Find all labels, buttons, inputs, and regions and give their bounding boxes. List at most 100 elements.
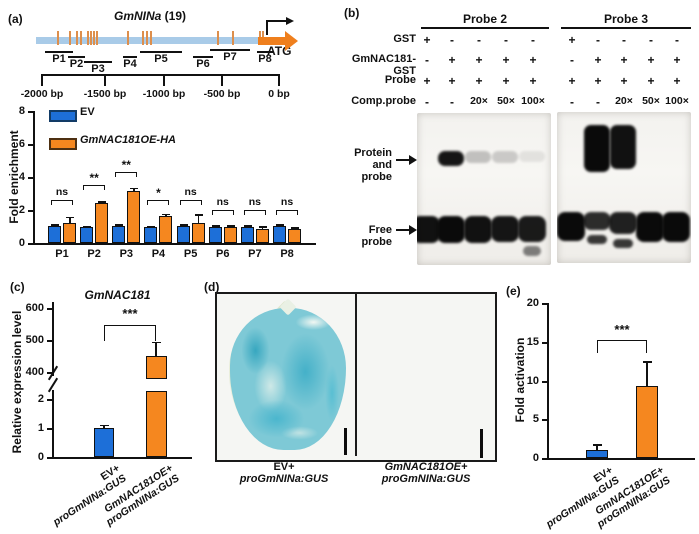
scale-tick-label: -2000 bp	[20, 88, 64, 100]
error-bar	[155, 341, 157, 356]
scale-tick-label: -1000 bp	[142, 88, 186, 100]
transcription-arrow-top	[266, 20, 287, 22]
shifted-band	[519, 151, 545, 162]
y-tick	[542, 380, 547, 383]
y-axis-title: Fold enrichment	[7, 130, 21, 224]
lane-value: -	[596, 95, 600, 109]
y-tick-label: 1	[37, 422, 44, 434]
sig-label: ns	[248, 196, 262, 208]
lane-value: -	[570, 53, 574, 67]
gus-staining-photo-box	[215, 292, 497, 462]
sig-bracket	[597, 340, 647, 353]
panel-e-label: (e)	[506, 284, 521, 298]
region-line-p5	[140, 51, 182, 53]
genome-bar	[36, 37, 262, 44]
bar-gmnac181oe-lower	[146, 391, 167, 457]
error-bar	[596, 444, 598, 451]
error-bar	[133, 187, 135, 192]
annotation-line-1: Free probe	[361, 224, 392, 248]
lane-value: +	[620, 74, 628, 88]
scale-line	[41, 74, 278, 76]
panel-b-label: (b)	[344, 6, 360, 20]
x-axis	[52, 457, 192, 459]
shifted-band-arrow-head	[409, 155, 417, 165]
y-tick	[47, 372, 52, 374]
sig-label: *	[156, 186, 161, 201]
binding-site-tick	[127, 31, 129, 45]
gel-blot-1	[417, 113, 551, 265]
binding-site-tick	[93, 31, 95, 45]
y-axis-lower	[52, 390, 54, 459]
gene-title: GmNINa (19)	[90, 9, 210, 23]
y-axis	[547, 303, 549, 460]
bar-gmnac181oe-ha-p4	[159, 215, 173, 243]
sig-label: ns	[55, 186, 69, 199]
leaf-caption-gmnac181oe: GmNAC181OE+ proGmNINa:GUS	[352, 461, 500, 485]
error-bar-cap	[179, 224, 188, 226]
shifted-band-arrow	[396, 159, 410, 161]
binding-site-tick	[217, 31, 219, 45]
gel-blot-2	[557, 112, 691, 263]
gel-row-label: Comp.probe	[351, 95, 416, 107]
y-tick	[542, 419, 547, 422]
lane-value: +	[502, 74, 510, 88]
probe-group-title: Probe 2	[462, 12, 507, 26]
x-tick-label: P1	[55, 248, 69, 260]
sig-label: **	[121, 158, 131, 173]
bar-gmnac181oe-ha-p1	[63, 223, 76, 243]
lane-value: -	[675, 33, 679, 47]
y-tick-label: 15	[526, 335, 539, 348]
y-tick-label: 2	[18, 204, 25, 216]
free-probe-band	[557, 212, 585, 241]
chart-title: GmNAC181	[84, 288, 151, 302]
lane-value: +	[568, 33, 576, 47]
y-tick-label: 20	[526, 297, 539, 309]
lane-value: +	[475, 74, 483, 88]
region-label-p3: P3	[91, 63, 105, 75]
error-bar-cap	[258, 226, 267, 228]
binding-site-tick	[76, 31, 78, 45]
sig-bracket	[83, 185, 106, 191]
x-tick-label: P3	[119, 248, 134, 260]
lane-value: +	[423, 74, 431, 88]
sig-bracket	[104, 325, 156, 341]
error-bar-cap	[291, 226, 300, 229]
probe-group-underline	[421, 27, 549, 29]
y-tick-label: 6	[18, 138, 25, 150]
y-tick-label: 8	[18, 105, 25, 117]
scale-tick	[278, 74, 280, 86]
lane-value: 100×	[665, 95, 689, 107]
scale-tick-label: -1500 bp	[83, 88, 127, 100]
error-bar	[646, 361, 648, 386]
region-line-p8	[257, 51, 273, 53]
binding-site-tick	[232, 31, 234, 45]
error-bar	[197, 214, 200, 224]
y-tick-label: 0	[37, 451, 44, 463]
x-tick-label: P6	[216, 248, 230, 260]
x-axis	[33, 243, 316, 245]
binding-site-tick	[146, 31, 148, 45]
region-label-p4: P4	[123, 58, 137, 70]
error-bar-cap	[211, 225, 220, 227]
scale-tick	[104, 74, 106, 86]
free-probe-band	[417, 216, 440, 243]
free-probe-band	[491, 216, 519, 242]
shifted-band-annotation: Protein and probe	[336, 147, 392, 183]
lane-value: +	[529, 74, 537, 88]
promoter-arrow-body	[258, 37, 285, 45]
sig-bracket	[179, 200, 202, 206]
probe-smear	[523, 246, 541, 256]
lane-value: +	[448, 53, 456, 67]
y-tick	[47, 457, 52, 459]
y-tick	[47, 308, 52, 310]
gel-row-label: Probe	[384, 74, 416, 86]
bar-ev-p1	[48, 225, 61, 243]
bar-ev-p3	[112, 225, 126, 243]
error-bar-cap	[194, 214, 203, 216]
lane-value: 20×	[615, 95, 633, 107]
lane-value: 100×	[521, 95, 545, 107]
binding-site-tick	[87, 31, 89, 45]
error-bar	[261, 226, 264, 230]
region-line-p1	[45, 51, 73, 53]
region-label-p6: P6	[196, 58, 210, 70]
